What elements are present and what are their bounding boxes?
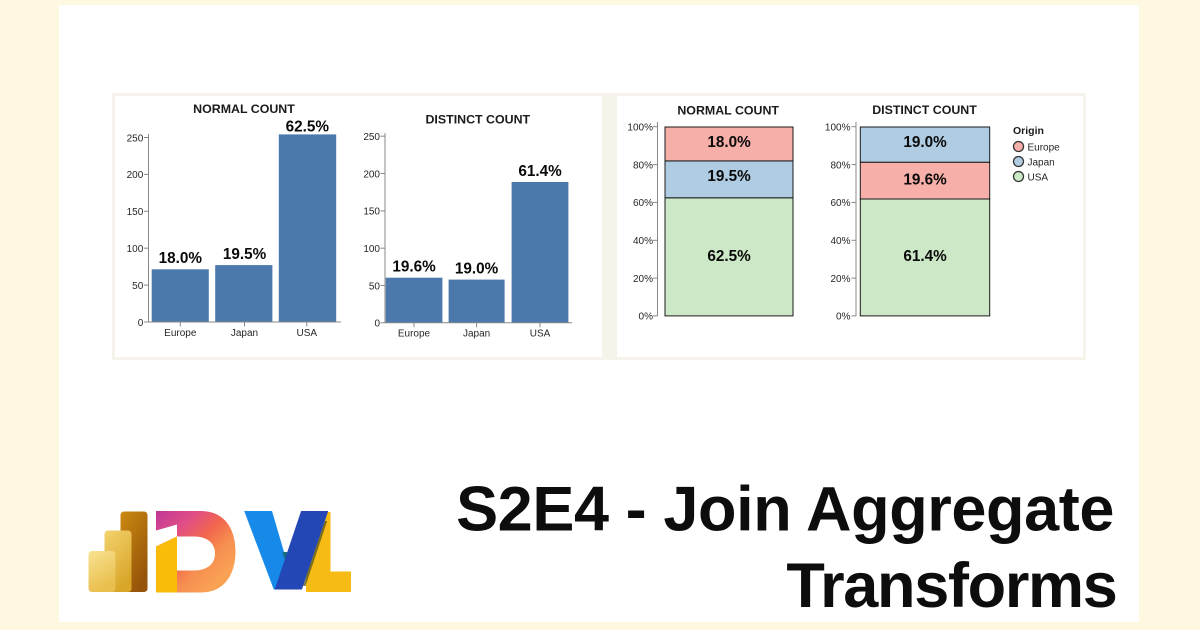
svg-text:0: 0: [374, 319, 380, 330]
svg-text:150: 150: [363, 207, 380, 218]
svg-text:100: 100: [127, 244, 144, 255]
svg-text:Japan: Japan: [231, 328, 258, 339]
svg-text:19.6%: 19.6%: [903, 172, 947, 189]
svg-text:19.0%: 19.0%: [903, 134, 947, 151]
svg-text:19.0%: 19.0%: [455, 261, 499, 278]
svg-text:DISTINCT COUNT: DISTINCT COUNT: [425, 113, 530, 127]
svg-text:Europe: Europe: [164, 328, 197, 339]
svg-text:200: 200: [363, 169, 380, 180]
svg-text:Transforms: Transforms: [786, 551, 1116, 621]
svg-text:DISTINCT COUNT: DISTINCT COUNT: [872, 103, 977, 117]
svg-text:Origin: Origin: [1013, 125, 1044, 137]
svg-text:USA: USA: [530, 329, 551, 340]
svg-text:150: 150: [127, 207, 144, 218]
svg-text:20%: 20%: [830, 274, 850, 285]
svg-text:18.0%: 18.0%: [159, 250, 203, 267]
svg-text:Europe: Europe: [1028, 142, 1061, 153]
svg-text:0: 0: [138, 318, 144, 329]
svg-text:USA: USA: [297, 328, 318, 339]
svg-text:0%: 0%: [836, 312, 851, 323]
svg-text:250: 250: [363, 132, 380, 143]
svg-text:100%: 100%: [627, 123, 653, 134]
svg-text:NORMAL COUNT: NORMAL COUNT: [677, 104, 779, 118]
svg-text:40%: 40%: [830, 236, 850, 247]
svg-text:200: 200: [127, 170, 144, 181]
svg-text:62.5%: 62.5%: [707, 248, 751, 265]
svg-text:50: 50: [369, 281, 381, 292]
svg-text:18.0%: 18.0%: [707, 134, 751, 151]
svg-text:USA: USA: [1028, 172, 1049, 183]
svg-text:S2E4 - Join Aggregate: S2E4 - Join Aggregate: [456, 475, 1114, 545]
svg-text:40%: 40%: [633, 236, 653, 247]
svg-text:0%: 0%: [639, 312, 654, 323]
svg-text:60%: 60%: [633, 198, 653, 209]
svg-text:19.5%: 19.5%: [707, 168, 751, 185]
svg-text:60%: 60%: [830, 198, 850, 209]
svg-text:NORMAL COUNT: NORMAL COUNT: [193, 102, 295, 116]
svg-text:19.6%: 19.6%: [392, 259, 436, 276]
svg-text:19.5%: 19.5%: [223, 246, 267, 263]
svg-text:Japan: Japan: [1028, 157, 1055, 168]
svg-text:61.4%: 61.4%: [518, 163, 562, 180]
svg-text:Japan: Japan: [463, 329, 490, 340]
svg-text:80%: 80%: [633, 160, 653, 171]
svg-text:80%: 80%: [830, 160, 850, 171]
svg-text:100: 100: [363, 244, 380, 255]
svg-text:20%: 20%: [633, 274, 653, 285]
svg-text:250: 250: [127, 133, 144, 144]
svg-text:61.4%: 61.4%: [903, 248, 947, 265]
svg-text:100%: 100%: [825, 123, 851, 134]
svg-text:Europe: Europe: [398, 329, 431, 340]
svg-text:62.5%: 62.5%: [286, 119, 330, 136]
svg-text:50: 50: [132, 281, 144, 292]
